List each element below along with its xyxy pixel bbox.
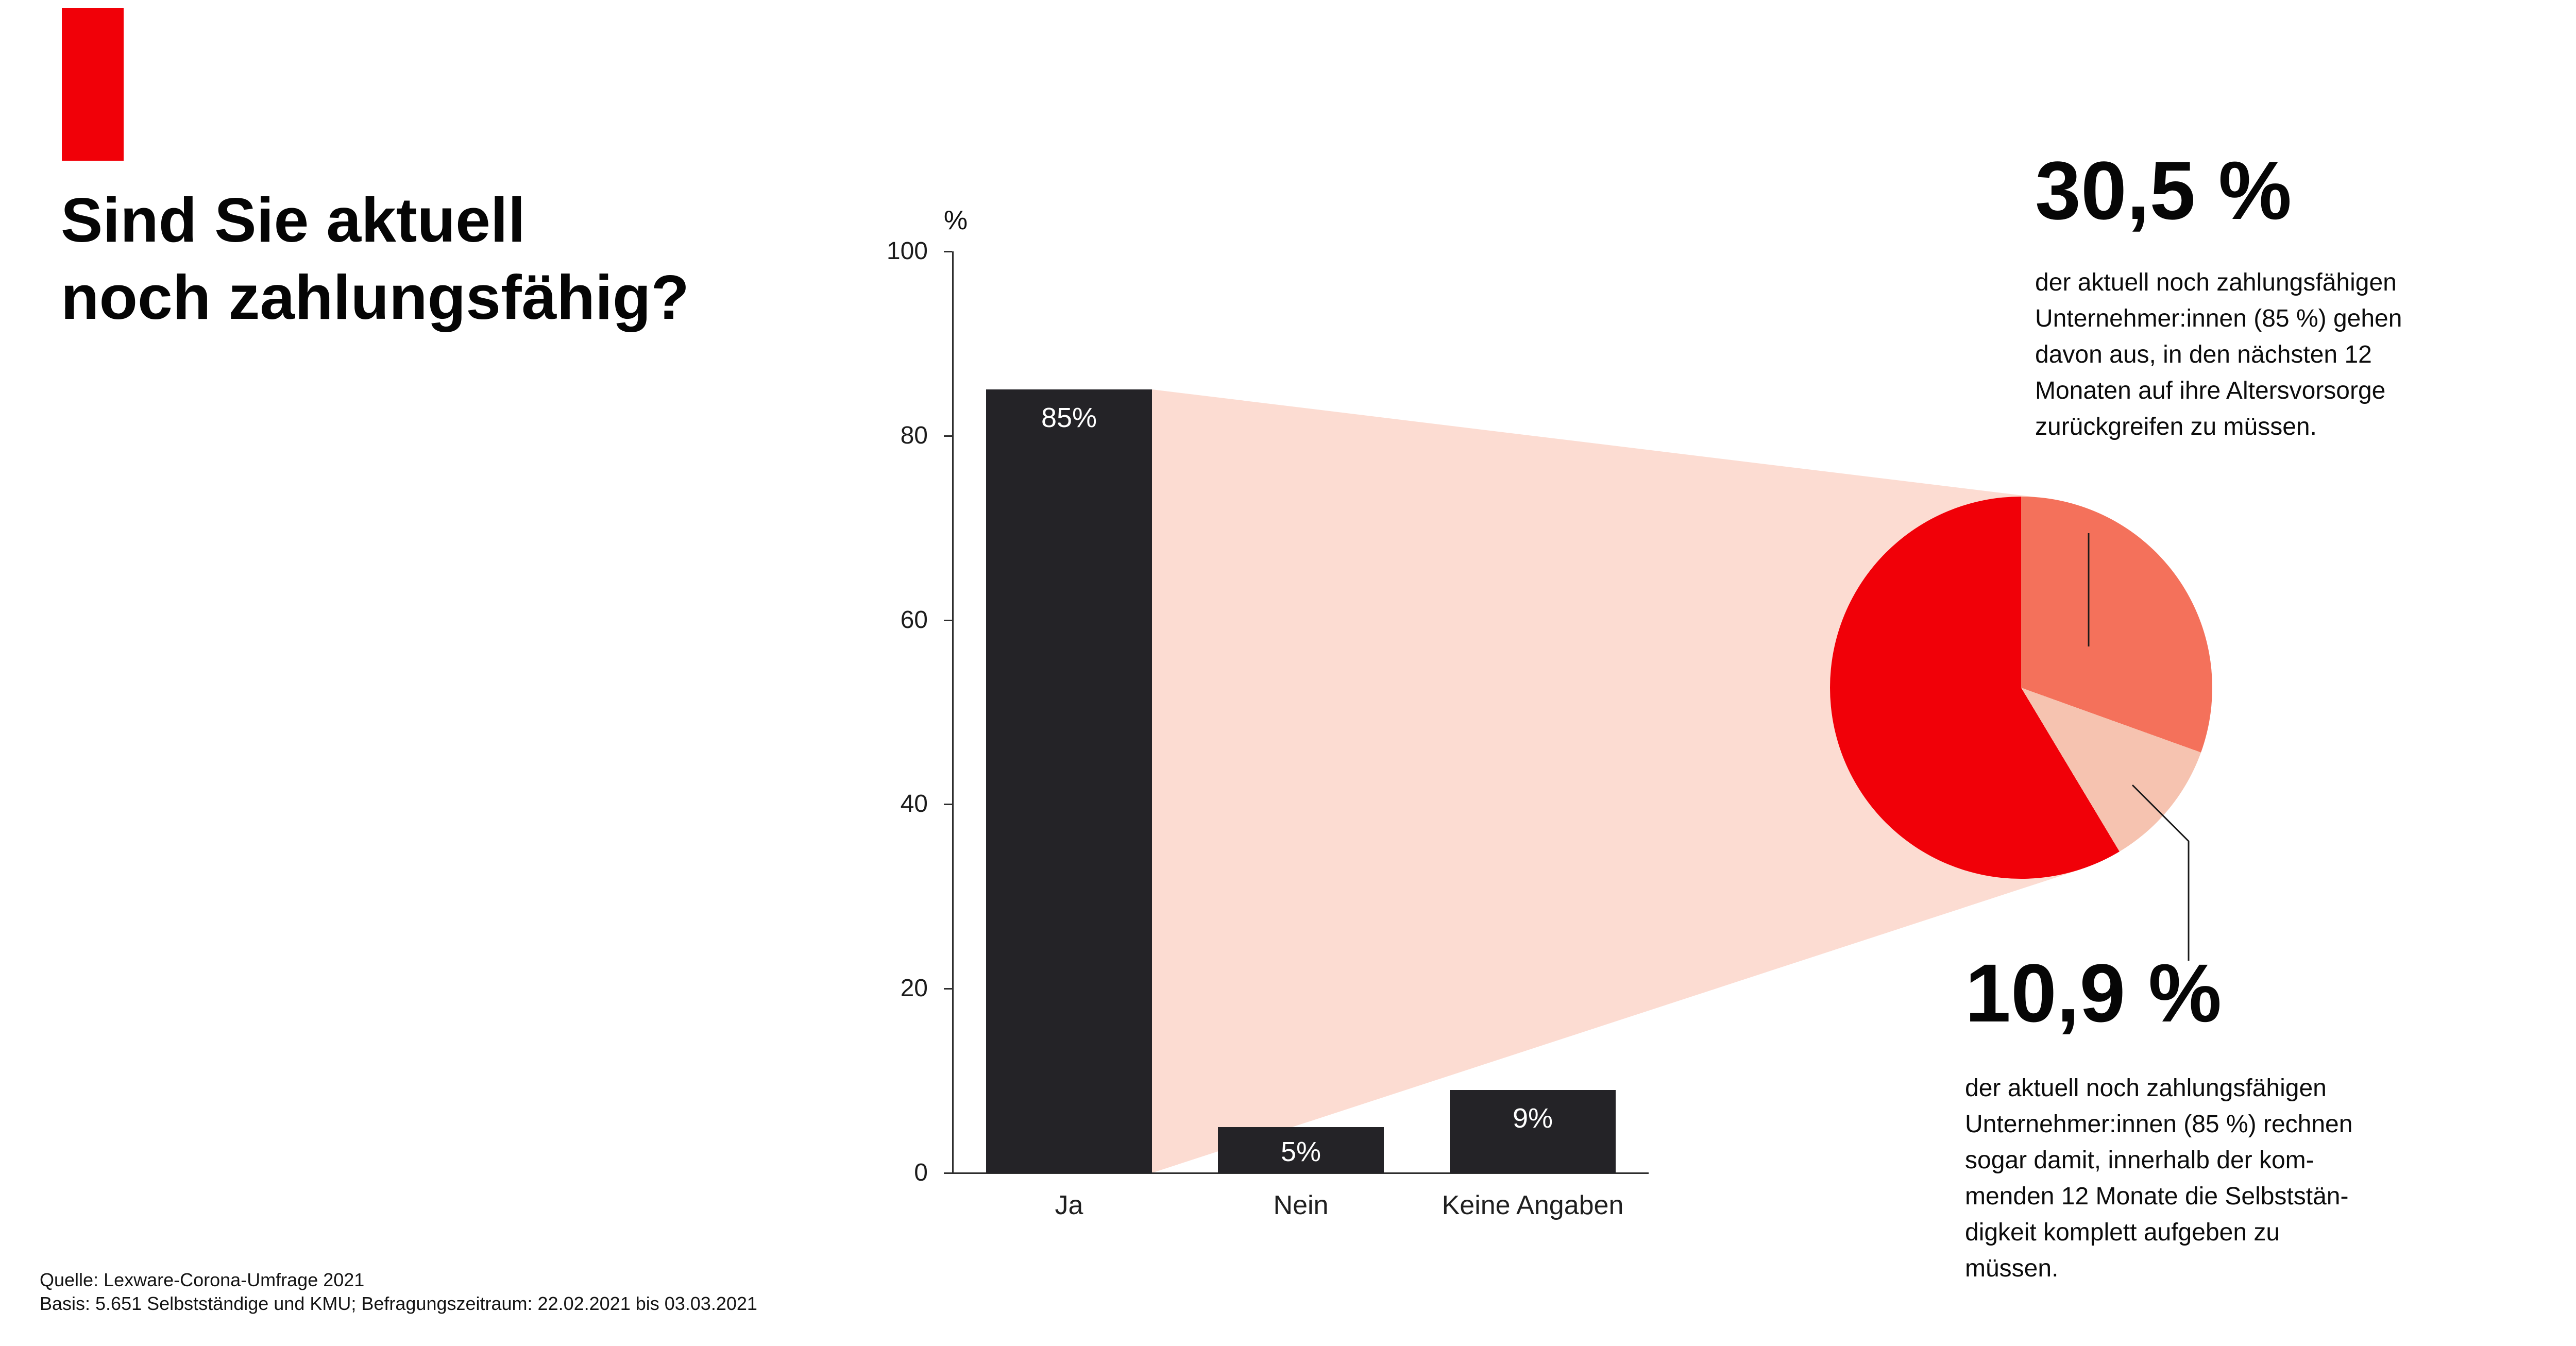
source-note: Quelle: Lexware-Corona-Umfrage 2021 Basi… bbox=[40, 1268, 757, 1316]
y-tick-label-80: 80 bbox=[900, 422, 928, 449]
y-tick-label-100: 100 bbox=[886, 237, 928, 265]
annotation-30-5-line: Monaten auf ihre Altersvorsorge bbox=[2035, 377, 2386, 404]
y-tick-label-20: 20 bbox=[900, 975, 928, 1002]
x-category-keine-angaben: Keine Angaben bbox=[1442, 1190, 1624, 1220]
y-axis-line bbox=[952, 251, 954, 1174]
annotation-30-5-line: zurückgreifen zu müssen. bbox=[2035, 413, 2317, 440]
annotation-10-9: 10,9 % der aktuell noch zahlungsfähigen … bbox=[1965, 952, 2367, 1287]
annotation-10-9-line: digkeit komplett aufgeben zu bbox=[1965, 1219, 2280, 1246]
page-title-line-1: Sind Sie aktuell bbox=[61, 185, 526, 255]
bar-ja bbox=[986, 389, 1152, 1173]
pie-chart bbox=[1830, 497, 2212, 879]
x-axis-line bbox=[952, 1172, 1649, 1174]
annotation-30-5-number: 30,5 % bbox=[2035, 144, 2292, 236]
y-tick-100 bbox=[944, 251, 952, 252]
source-line-2: Basis: 5.651 Selbstständige und KMU; Bef… bbox=[40, 1293, 757, 1314]
annotation-10-9-number: 10,9 % bbox=[1965, 947, 2222, 1039]
annotation-30-5-line: Unternehmer:innen (85 %) gehen bbox=[2035, 305, 2402, 332]
annotation-10-9-line: müssen. bbox=[1965, 1255, 2059, 1282]
y-tick-label-0: 0 bbox=[914, 1159, 928, 1186]
page-title-line-2: noch zahlungsfähig? bbox=[61, 262, 689, 332]
annotation-10-9-line: sogar damit, innerhalb der kom- bbox=[1965, 1147, 2314, 1174]
x-category-nein: Nein bbox=[1273, 1190, 1329, 1220]
page-title: Sind Sie aktuell noch zahlungsfähig? bbox=[61, 181, 689, 336]
bar-value-keine-angaben: 9% bbox=[1512, 1103, 1553, 1134]
y-axis-unit-label: % bbox=[943, 206, 968, 235]
annotation-30-5-body: der aktuell noch zahlungsfähigen Unterne… bbox=[2035, 265, 2437, 445]
annotation-30-5-line: davon aus, in den nächsten 12 bbox=[2035, 341, 2372, 368]
bar-nein bbox=[1218, 1127, 1384, 1173]
y-tick-0 bbox=[944, 1172, 952, 1174]
annotation-10-9-body: der aktuell noch zahlungsfähigen Unterne… bbox=[1965, 1070, 2367, 1287]
y-tick-80 bbox=[944, 435, 952, 437]
brand-logo-bar bbox=[62, 8, 124, 161]
x-category-ja: Ja bbox=[1055, 1190, 1083, 1220]
y-tick-label-40: 40 bbox=[900, 790, 928, 817]
annotation-30-5: 30,5 % der aktuell noch zahlungsfähigen … bbox=[2035, 149, 2437, 445]
bar-value-ja: 85% bbox=[1041, 402, 1097, 433]
bar-keine-angaben bbox=[1450, 1090, 1616, 1173]
source-line-1: Quelle: Lexware-Corona-Umfrage 2021 bbox=[40, 1269, 365, 1290]
y-tick-40 bbox=[944, 804, 952, 805]
y-tick-20 bbox=[944, 988, 952, 990]
bar-value-nein: 5% bbox=[1280, 1136, 1321, 1167]
y-tick-label-60: 60 bbox=[900, 606, 928, 634]
annotation-30-5-line: der aktuell noch zahlungsfähigen bbox=[2035, 269, 2397, 296]
annotation-10-9-line: menden 12 Monate die Selbststän- bbox=[1965, 1183, 2349, 1210]
annotation-10-9-line: der aktuell noch zahlungsfähigen bbox=[1965, 1075, 2327, 1102]
annotation-10-9-line: Unternehmer:innen (85 %) rechnen bbox=[1965, 1111, 2353, 1138]
y-tick-60 bbox=[944, 620, 952, 621]
